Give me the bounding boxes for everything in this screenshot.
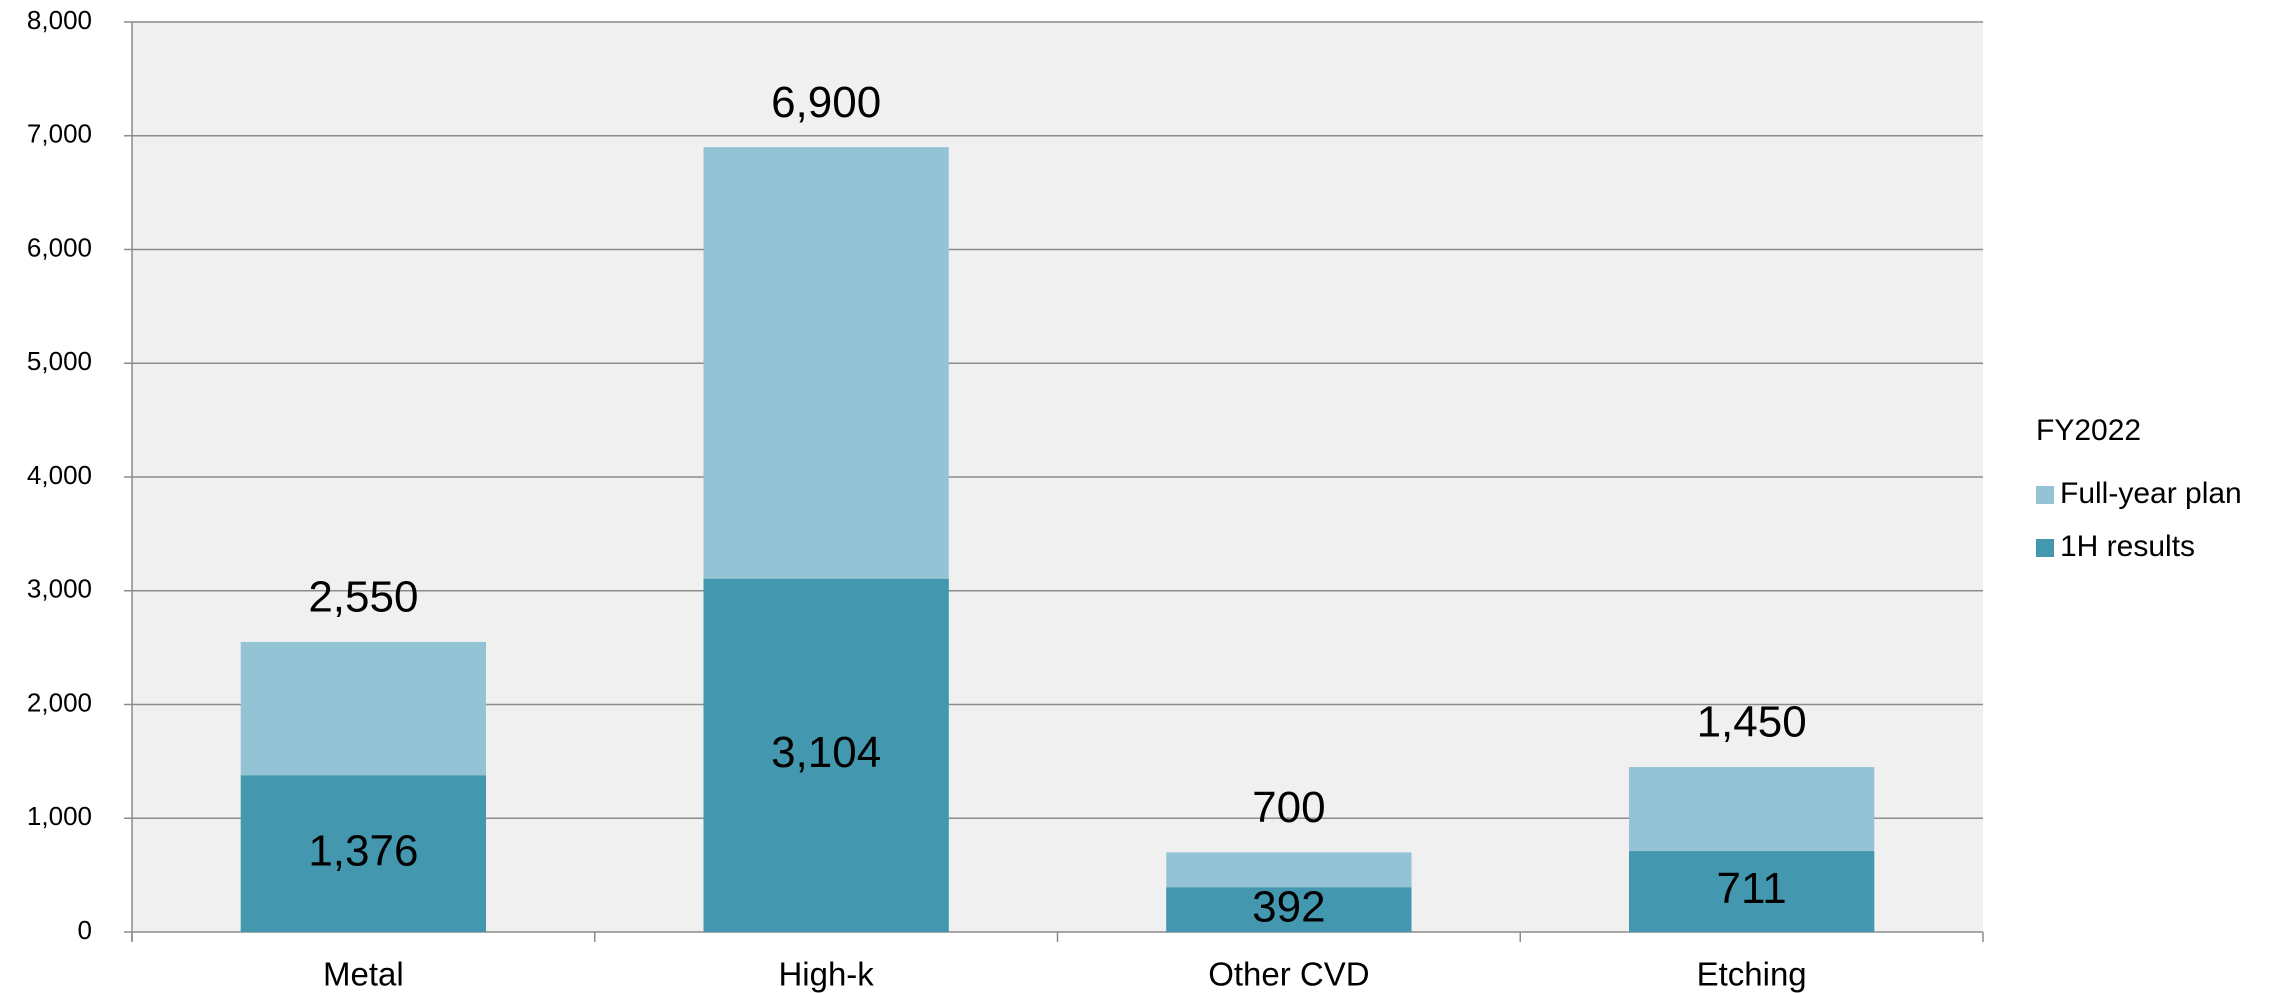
y-tick-label: 1,000 (27, 801, 92, 831)
y-tick-label: 0 (78, 915, 92, 945)
value-label: 1,376 (308, 826, 418, 875)
y-tick-label: 8,000 (27, 5, 92, 35)
value-label: 1,450 (1697, 698, 1807, 747)
y-tick-label: 2,000 (27, 687, 92, 717)
legend-label: 1H results (2060, 530, 2195, 563)
bar (1166, 887, 1412, 932)
value-label: 392 (1252, 882, 1325, 931)
x-tick-label: Etching (1697, 956, 1807, 993)
bar (1628, 851, 1875, 932)
value-label: 6,900 (771, 78, 881, 127)
legend-label: Full-year plan (2060, 477, 2242, 510)
legend-swatch (2036, 486, 2054, 504)
value-label: 3,104 (771, 728, 881, 777)
bar (703, 578, 949, 932)
value-label: 2,550 (308, 573, 418, 622)
legend-title: FY2022 (2036, 414, 2141, 447)
x-tick-label: Other CVD (1208, 956, 1369, 993)
bar (240, 775, 487, 932)
y-tick-label: 4,000 (27, 460, 92, 490)
x-tick-label: High-k (778, 956, 874, 993)
x-tick-label: Metal (323, 956, 404, 993)
value-label: 711 (1717, 864, 1787, 913)
y-tick-label: 5,000 (27, 346, 92, 376)
y-tick-label: 3,000 (27, 574, 92, 604)
legend-swatch (2036, 539, 2054, 557)
y-tick-label: 6,000 (27, 232, 92, 262)
value-label: 700 (1252, 783, 1325, 832)
y-tick-label: 7,000 (27, 119, 92, 149)
